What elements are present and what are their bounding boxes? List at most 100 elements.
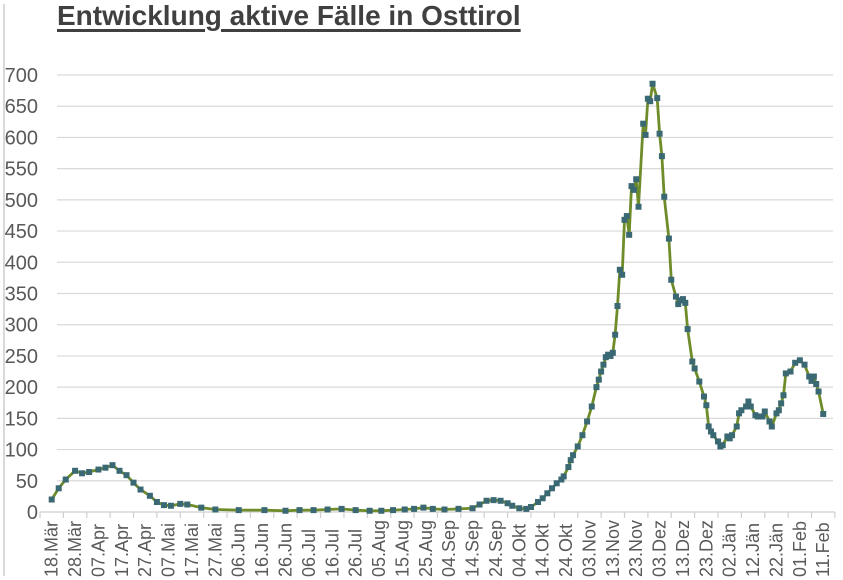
data-point-marker [766,418,773,425]
data-point-marker [516,505,523,512]
data-point-marker [738,407,745,414]
data-point-marker [672,293,679,300]
data-point-marker [79,470,86,477]
data-point-marker [675,301,682,308]
x-axis-label: 07.Apr [88,524,108,577]
x-axis-label: 26.Jun [275,523,295,577]
data-point-marker [820,410,827,417]
x-axis-label: 24.Sep [486,520,506,577]
x-axis-label: 14.Okt [533,524,553,577]
x-axis-label: 26.Jul [346,529,366,577]
data-point-marker [679,296,686,303]
data-point-marker [560,473,567,480]
data-point-marker [167,502,174,509]
data-point-marker [177,500,184,507]
x-axis-label: 06.Jul [299,529,319,577]
data-point-marker [574,443,581,450]
data-point-marker [815,388,822,395]
data-point-marker [420,504,427,511]
data-point-marker [710,432,717,439]
data-point-marker [598,368,605,375]
x-axis-label: 18.Mär [42,521,62,577]
data-point-marker [558,476,565,483]
data-point-marker [747,403,754,410]
data-point-marker [476,501,483,508]
data-point-marker [490,497,497,504]
data-point-marker [109,462,116,469]
data-point-marker [116,467,123,474]
x-axis-label: 16.Jul [322,529,342,577]
data-point-marker [282,507,289,514]
data-point-marker [146,492,153,499]
data-point-marker [647,98,654,105]
data-point-marker [810,373,817,380]
data-point-marker [630,186,637,193]
y-axis-label: 250 [5,346,38,368]
data-point-marker [509,502,516,509]
data-point-marker [338,505,345,512]
x-axis-label: 17.Apr [112,524,132,577]
data-point-marker [778,400,785,407]
data-point-marker [378,507,385,514]
data-point-marker [102,464,109,471]
data-point-marker [616,266,623,273]
data-point-marker [235,507,242,514]
data-point-marker [366,507,373,514]
data-point-marker [623,213,630,220]
data-point-marker [649,80,656,87]
x-axis-label: 17.Mai [182,523,202,577]
data-point-marker [682,299,689,306]
data-point-marker [614,302,621,309]
data-point-marker [86,469,93,476]
data-point-marker [654,95,661,102]
data-point-marker [656,130,663,137]
data-point-marker [527,504,534,511]
y-axis-label: 600 [5,127,38,149]
data-point-marker [123,472,130,479]
x-axis-label: 03.Dez [650,520,670,577]
data-point-marker [703,402,710,409]
data-point-marker [691,365,698,372]
data-point-marker [565,464,572,471]
data-point-marker [696,378,703,385]
data-point-marker [130,479,137,486]
data-point-marker [48,496,55,503]
data-point-marker [469,505,476,512]
data-point-marker [628,183,635,190]
data-point-marker [296,507,303,514]
data-point-marker [736,410,743,417]
data-point-marker [390,507,397,514]
data-point-marker [455,505,462,512]
data-point-marker [55,485,62,492]
data-point-marker [743,403,750,410]
x-axis-label: 07.Mai [159,523,179,577]
chart-left-border [3,4,5,576]
y-axis-label: 650 [5,96,38,118]
data-point-marker [137,486,144,493]
data-point-marker [553,480,560,487]
data-point-marker [261,507,268,514]
data-point-marker [619,271,626,278]
x-axis-label: 27.Apr [135,524,155,577]
y-axis-label: 300 [5,315,38,337]
data-point-marker [754,413,761,420]
data-point-marker [160,502,167,509]
y-axis-label: 700 [5,65,38,87]
data-point-marker [609,349,616,356]
data-point-marker [621,216,628,223]
data-point-marker [497,497,504,504]
data-point-marker [658,153,665,160]
x-axis-label: 14.Sep [463,520,483,577]
data-point-marker [570,452,577,459]
data-point-marker [549,485,556,492]
x-axis-label: 02.Jän [720,523,740,577]
data-point-marker [719,442,726,449]
data-point-marker [684,326,691,333]
y-axis-label: 350 [5,284,38,306]
data-point-marker [153,499,160,506]
data-point-marker [212,506,219,513]
x-axis-label: 01.Feb [790,521,810,577]
x-axis-label: 22.Jän [766,523,786,577]
data-point-marker [689,358,696,365]
data-point-marker [775,407,782,414]
